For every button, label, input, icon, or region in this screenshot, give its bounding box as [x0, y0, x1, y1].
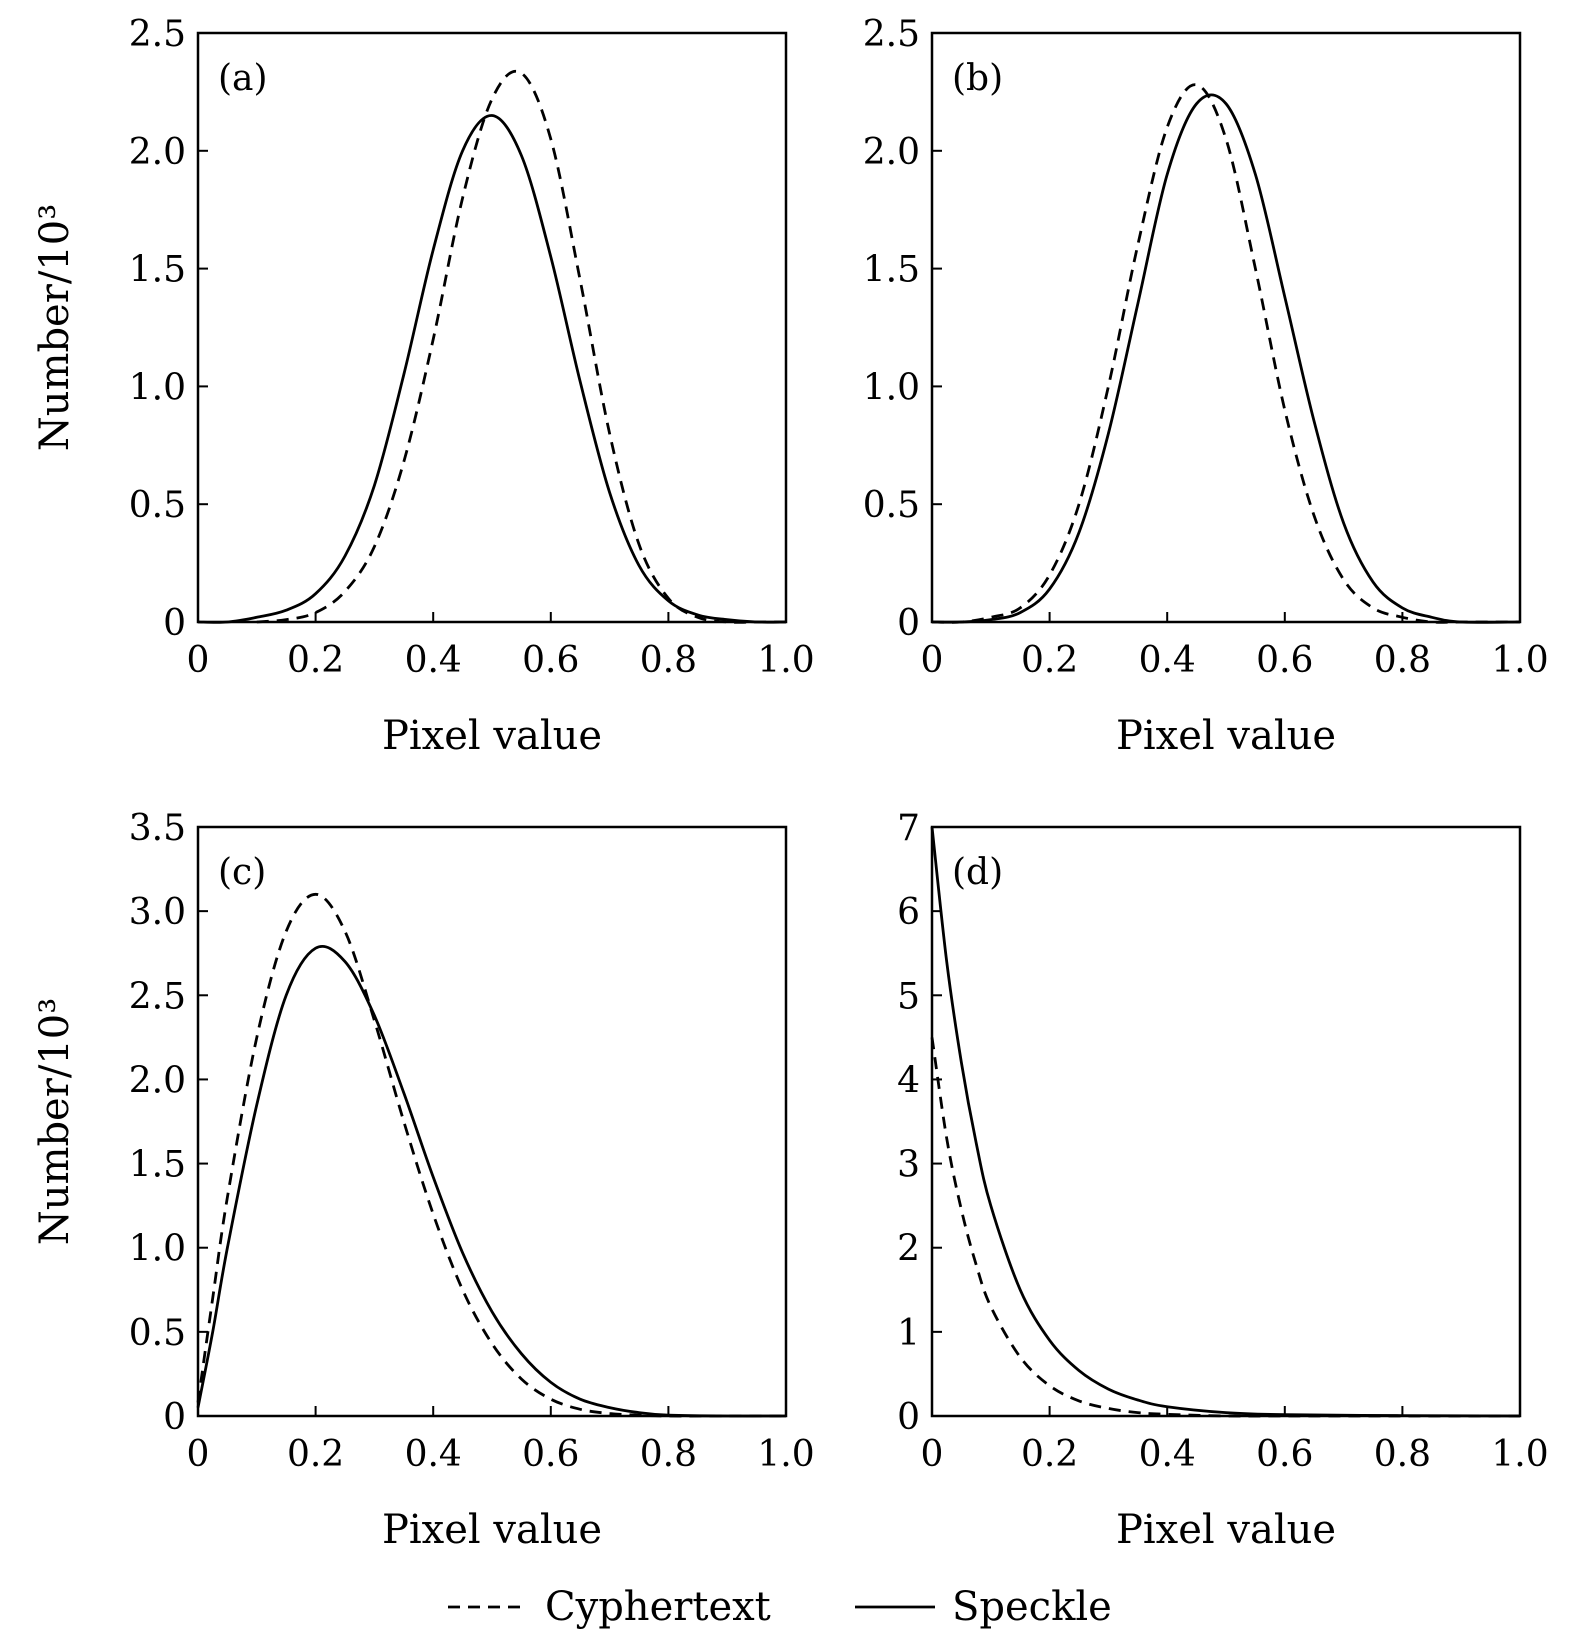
- plot-frame-d: [930, 825, 1522, 1418]
- y-tick-label-a: 1.5: [129, 250, 186, 291]
- x-tick-label-c: 1.0: [757, 1434, 814, 1475]
- x-tick-label-a: 0.4: [405, 640, 462, 681]
- y-tick-label-d: 5: [897, 976, 920, 1017]
- chart-panel-c: 0 0.2 0.4 0.6 0.8 1.0 0 0.5 1.0 1.5 2.0 2.5 3.0 3.5 (c…: [32, 808, 815, 1553]
- chart-panel-d: 0 0.2 0.4 0.6 0.8 1.0 0 1 2 3 4 5 6 7 (d) Pixel value: [897, 808, 1549, 1553]
- x-tick-label-d: 0: [921, 1434, 944, 1475]
- y-tick-label-a: 0.5: [129, 485, 186, 526]
- panel-label-d: (d): [952, 852, 1003, 893]
- y-tick-label-c: 1.5: [129, 1145, 186, 1186]
- plot-frame-a: [196, 31, 788, 624]
- legend-speckle-label: Speckle: [952, 1584, 1112, 1630]
- plot-frame-c: [196, 825, 788, 1418]
- series-speckle-line-d: [930, 826, 1521, 1418]
- x-tick-label-c: 0.4: [405, 1434, 462, 1475]
- x-tick-label-b: 1.0: [1491, 640, 1548, 681]
- series-speckle-line-a: [197, 114, 787, 624]
- x-axis-title-a: Pixel value: [382, 713, 602, 759]
- y-tick-label-a: 2.0: [129, 132, 186, 173]
- y-tick-label-c: 0: [163, 1397, 186, 1438]
- y-tick-label-c: 3.5: [129, 808, 186, 849]
- y-tick-label-b: 0: [897, 603, 920, 644]
- series-speckle-line-c: [196, 944, 787, 1418]
- x-tick-label-c: 0: [187, 1434, 210, 1475]
- x-tick-label-a: 0.2: [287, 640, 344, 681]
- y-tick-label-d: 7: [897, 808, 920, 849]
- y-tick-label-b: 2.0: [863, 132, 920, 173]
- series-cyphertext-line-c: [196, 892, 786, 1418]
- x-tick-label-a: 0: [187, 640, 210, 681]
- series-speckle-line-b: [931, 93, 1521, 624]
- y-tick-label-c: 0.5: [129, 1313, 186, 1354]
- panel-label-a: (a): [218, 58, 268, 99]
- x-axis-title-b: Pixel value: [1116, 713, 1336, 759]
- x-tick-label-a: 0.6: [522, 640, 579, 681]
- y-tick-label-d: 0: [897, 1397, 920, 1438]
- series-cyphertext-line-b: [931, 83, 1520, 624]
- y-tick-label-d: 3: [897, 1145, 920, 1186]
- y-axis-title-a: Number/10³: [32, 204, 78, 452]
- y-tick-label-d: 1: [897, 1313, 920, 1354]
- y-tick-label-c: 2.0: [129, 1060, 186, 1101]
- chart-panel-b: 0 0.2 0.4 0.6 0.8 1.0 0 0.5 1.0 1.5 2.0 2.5 (b) Pixel…: [863, 14, 1549, 759]
- x-axis-title-d: Pixel value: [1116, 1507, 1336, 1553]
- panel-label-c: (c): [218, 852, 266, 893]
- y-tick-label-a: 2.5: [129, 14, 186, 55]
- x-tick-label-a: 0.8: [640, 640, 697, 681]
- chart-panel-a: 0 0.2 0.4 0.6 0.8 1.0 0 0.5 1.0 1.5 2.0 2.5 (a) Pixel…: [32, 14, 815, 759]
- x-tick-label-a: 1.0: [757, 640, 814, 681]
- x-tick-label-c: 0.8: [640, 1434, 697, 1475]
- x-tick-label-c: 0.6: [522, 1434, 579, 1475]
- x-tick-label-c: 0.2: [287, 1434, 344, 1475]
- x-tick-label-d: 0.2: [1021, 1434, 1078, 1475]
- legend: Cyphertext Speckle: [448, 1584, 1112, 1630]
- x-tick-label-d: 0.6: [1256, 1434, 1313, 1475]
- plot-frame-b: [930, 31, 1522, 624]
- y-tick-label-c: 3.0: [129, 892, 186, 933]
- y-tick-label-d: 4: [897, 1060, 920, 1101]
- x-tick-label-b: 0.8: [1374, 640, 1431, 681]
- chart-panels: 0 0.2 0.4 0.6 0.8 1.0 0 0.5 1.0 1.5 2.0 2.5 (a) Pixel…: [32, 14, 1549, 1553]
- x-tick-label-b: 0.6: [1256, 640, 1313, 681]
- y-axis-title-c: Number/10³: [32, 998, 78, 1246]
- y-tick-label-c: 2.5: [129, 976, 186, 1017]
- y-tick-label-d: 2: [897, 1229, 920, 1270]
- legend-cyphertext-label: Cyphertext: [545, 1584, 771, 1630]
- y-tick-label-c: 1.0: [129, 1229, 186, 1270]
- y-tick-label-d: 6: [897, 892, 920, 933]
- x-tick-label-d: 1.0: [1491, 1434, 1548, 1475]
- series-cyphertext-line-d: [930, 1037, 1520, 1418]
- x-tick-label-b: 0.2: [1021, 640, 1078, 681]
- x-axis-title-c: Pixel value: [382, 1507, 602, 1553]
- y-tick-label-a: 1.0: [129, 367, 186, 408]
- y-tick-label-b: 1.5: [863, 250, 920, 291]
- x-tick-label-d: 0.8: [1374, 1434, 1431, 1475]
- y-tick-label-a: 0: [163, 603, 186, 644]
- y-tick-label-b: 0.5: [863, 485, 920, 526]
- x-tick-label-b: 0: [921, 640, 944, 681]
- x-tick-label-b: 0.4: [1139, 640, 1196, 681]
- y-tick-label-b: 2.5: [863, 14, 920, 55]
- y-tick-label-b: 1.0: [863, 367, 920, 408]
- x-tick-label-d: 0.4: [1139, 1434, 1196, 1475]
- panel-label-b: (b): [952, 58, 1003, 99]
